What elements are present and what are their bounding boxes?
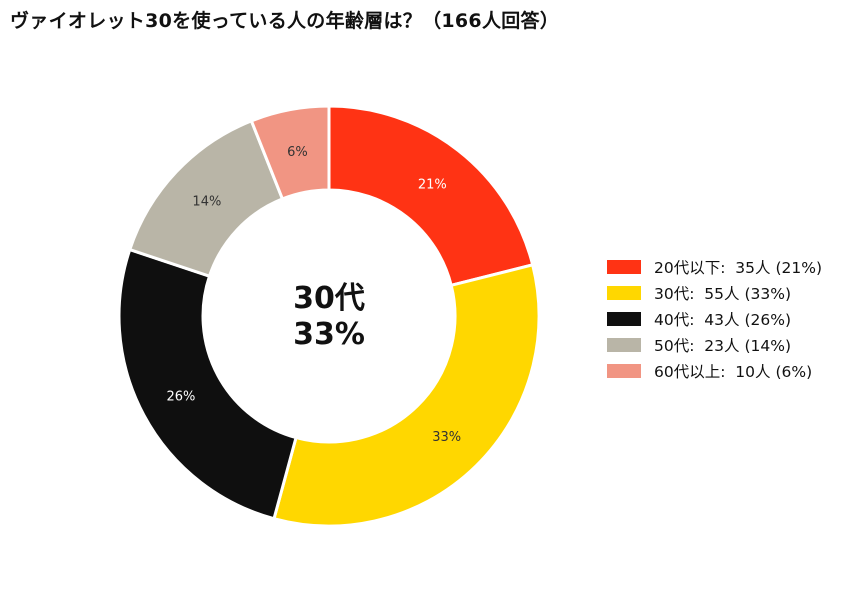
- legend: 20代以下: 35人 (21%) 30代: 55人 (33%) 40代: 43人 (…: [607, 254, 822, 384]
- legend-item: 50代: 23人 (14%): [607, 332, 822, 358]
- legend-label: 40代: 43人 (26%): [654, 311, 791, 329]
- slice-3: [117, 247, 298, 521]
- legend-label: 30代: 55人 (33%): [654, 285, 791, 303]
- legend-swatch: [607, 364, 641, 378]
- slice-percent-label: 26%: [166, 389, 195, 404]
- slice-percent-label: 6%: [287, 145, 308, 160]
- legend-swatch: [607, 338, 641, 352]
- slice-2: [272, 263, 541, 528]
- percent-labels: 21% 33% 26% 14% 6%: [166, 145, 461, 445]
- slice-percent-label: 33%: [432, 430, 461, 445]
- legend-item: 40代: 43人 (26%): [607, 306, 822, 332]
- slice-percent-label: 14%: [192, 195, 221, 210]
- chart-title: ヴァイオレット30を使っている人の年齢層は？（166人回答）: [10, 10, 560, 32]
- slice-1: [327, 104, 535, 288]
- donut-slices: [117, 104, 541, 528]
- legend-swatch: [607, 260, 641, 274]
- slice-5: [249, 104, 331, 201]
- legend-swatch: [607, 286, 641, 300]
- legend-item: 30代: 55人 (33%): [607, 280, 822, 306]
- center-label-group: 30代: [293, 281, 365, 316]
- center-label-percent: 33%: [293, 317, 365, 352]
- legend-item: 20代以下: 35人 (21%): [607, 254, 822, 280]
- legend-label: 60代以上: 10人 (6%): [654, 363, 813, 381]
- slice-percent-label: 21%: [418, 178, 447, 193]
- legend-swatch: [607, 312, 641, 326]
- legend-label: 50代: 23人 (14%): [654, 337, 791, 355]
- legend-item: 60代以上: 10人 (6%): [607, 358, 822, 384]
- legend-label: 20代以下: 35人 (21%): [654, 259, 822, 277]
